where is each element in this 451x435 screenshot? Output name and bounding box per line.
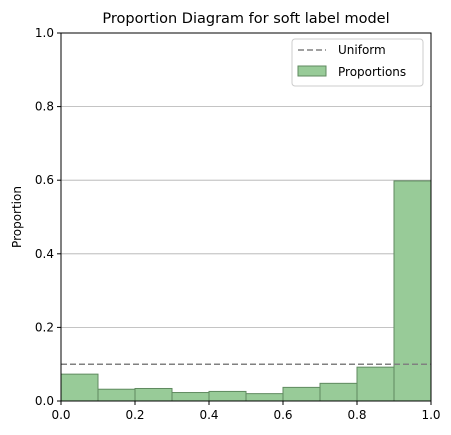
y-axis-label: Proportion xyxy=(10,186,24,248)
y-axis: 0.0 0.2 0.4 0.6 0.8 1.0 xyxy=(35,26,61,408)
x-tick-label: 0.2 xyxy=(125,408,144,422)
x-tick-label: 1.0 xyxy=(421,408,440,422)
y-tick-label: 0.6 xyxy=(35,173,54,187)
histogram-bar xyxy=(393,180,432,402)
chart-title: Proportion Diagram for soft label model xyxy=(102,11,389,27)
histogram-bar xyxy=(97,388,136,402)
y-tick-label: 0.2 xyxy=(35,320,54,334)
x-tick-label: 0.0 xyxy=(51,408,70,422)
histogram-bar xyxy=(134,387,173,402)
x-axis: 0.0 0.2 0.4 0.6 0.8 1.0 xyxy=(51,401,441,422)
histogram-bar xyxy=(356,366,395,402)
legend: Uniform Proportions xyxy=(291,38,424,87)
plot-frame xyxy=(60,32,432,402)
histogram-bars xyxy=(60,180,432,402)
histogram-bar xyxy=(60,373,99,402)
grid-lines xyxy=(61,106,431,328)
y-tick-label: 0.0 xyxy=(35,394,54,408)
y-tick-label: 0.8 xyxy=(35,100,54,114)
histogram-bar xyxy=(208,390,247,402)
histogram-bar xyxy=(245,393,284,402)
x-tick-label: 0.4 xyxy=(199,408,218,422)
x-tick-label: 0.8 xyxy=(347,408,366,422)
histogram-bar xyxy=(282,386,321,402)
legend-proportions-label: Proportions xyxy=(338,65,406,79)
y-tick-label: 1.0 xyxy=(35,26,54,40)
histogram-bar xyxy=(319,382,358,402)
legend-uniform-label: Uniform xyxy=(338,43,386,57)
y-tick-label: 0.4 xyxy=(35,247,54,261)
histogram-bar xyxy=(171,392,210,402)
legend-proportions-swatch xyxy=(297,65,327,77)
x-tick-label: 0.6 xyxy=(273,408,292,422)
